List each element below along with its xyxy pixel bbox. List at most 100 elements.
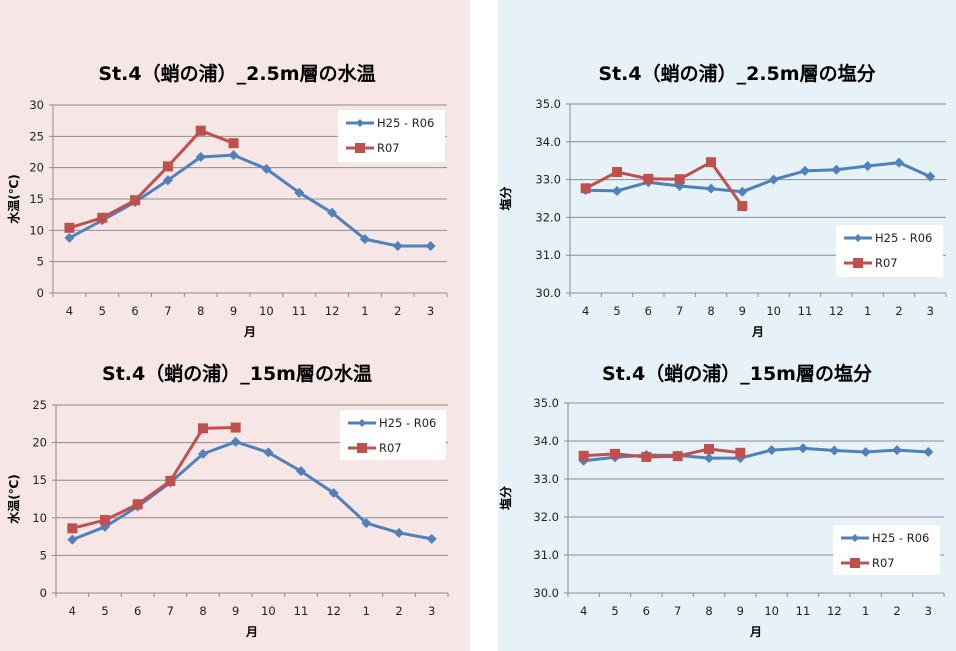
series-line [68, 129, 235, 230]
y-axis-label: 塩分 [498, 186, 513, 210]
y-tick-label: 5 [37, 255, 44, 269]
data-point-diamond [892, 445, 902, 456]
legend: H25 - R06 R07 [338, 110, 445, 162]
data-point-diamond [923, 447, 934, 458]
legend-marker-diamond [358, 419, 366, 427]
y-tick-label: 5 [40, 548, 47, 562]
x-tick-label: 2 [895, 304, 902, 318]
y-tick-label: 34.0 [533, 434, 559, 448]
x-tick-label: 9 [230, 304, 237, 318]
y-tick-label: 32.0 [535, 210, 561, 224]
data-point-diamond [798, 443, 808, 454]
legend-marker-square [355, 143, 365, 153]
x-tick-label: 7 [167, 604, 174, 618]
data-point-square [198, 423, 208, 434]
data-point-diamond [198, 448, 208, 459]
legend-label: R07 [875, 256, 898, 270]
y-tick-label: 35.0 [535, 97, 561, 111]
data-point-square [228, 138, 239, 149]
series-r07 [578, 443, 746, 462]
data-point-diamond [359, 234, 370, 245]
legend: H25 - R06 R07 [340, 410, 446, 460]
x-tick-label: 6 [645, 304, 652, 318]
x-tick-label: 8 [707, 304, 714, 318]
y-tick-label: 10 [32, 511, 47, 525]
data-point-diamond [296, 466, 306, 477]
data-point-diamond [327, 207, 338, 218]
x-tick-label: 5 [611, 604, 618, 618]
y-tick-label: 20 [32, 436, 47, 450]
data-point-square [162, 161, 173, 172]
series-r07 [67, 422, 241, 534]
y-tick-label: 33.0 [535, 173, 561, 187]
x-tick-label: 11 [292, 304, 307, 318]
data-point-diamond [230, 436, 241, 447]
y-tick-label: 20 [29, 161, 44, 175]
data-point-square [672, 451, 683, 462]
y-tick-label: 0 [40, 586, 47, 600]
x-tick-label: 10 [259, 304, 274, 318]
data-point-square [704, 443, 714, 454]
data-point-diamond [737, 186, 748, 197]
legend-marker-square [853, 258, 863, 268]
x-tick-label: 2 [395, 604, 402, 618]
data-point-diamond [228, 150, 239, 161]
x-tick-label: 11 [294, 604, 309, 618]
data-point-square [706, 157, 716, 168]
legend: H25 - R06 R07 [833, 525, 940, 575]
legend-marker-diamond [854, 234, 862, 242]
x-axis-label: 月 [245, 625, 258, 639]
data-point-square [612, 167, 622, 178]
x-tick-label: 11 [798, 304, 813, 318]
y-tick-label: 15 [32, 473, 47, 487]
y-axis-label: 水温(℃) [6, 174, 21, 224]
x-tick-label: 6 [131, 304, 138, 318]
x-tick-label: 5 [613, 304, 620, 318]
x-tick-label: 9 [737, 604, 744, 618]
y-axis-label: 水温(℃) [6, 474, 21, 524]
data-point-square [230, 422, 241, 433]
x-tick-label: 4 [69, 604, 76, 618]
series-line [68, 153, 431, 248]
data-point-diamond [800, 165, 810, 176]
x-tick-label: 1 [862, 604, 869, 618]
data-point-diamond [426, 533, 437, 544]
y-tick-label: 15 [29, 192, 44, 206]
legend-label: R07 [872, 556, 895, 570]
data-point-diamond [894, 157, 904, 168]
x-tick-label: 12 [829, 304, 844, 318]
data-point-diamond [704, 453, 714, 464]
x-tick-label: 3 [927, 304, 934, 318]
data-point-diamond [425, 241, 436, 251]
data-point-diamond [162, 175, 173, 186]
y-tick-label: 0 [37, 286, 44, 300]
x-tick-label: 10 [764, 604, 779, 618]
x-tick-label: 7 [676, 304, 683, 318]
legend-marker-diamond [356, 119, 364, 127]
x-tick-label: 2 [394, 304, 401, 318]
chart-title: St.4（蛸の浦）_15m層の水温 [102, 362, 372, 385]
data-point-diamond [706, 183, 716, 194]
legend-box [338, 110, 445, 162]
data-point-square [130, 195, 141, 206]
x-tick-label: 3 [428, 604, 435, 618]
data-point-diamond [394, 527, 404, 538]
data-point-square [737, 201, 748, 212]
data-point-diamond [361, 518, 372, 529]
data-point-diamond [860, 447, 871, 458]
series-h25-r06 [64, 150, 436, 251]
x-tick-label: 7 [674, 604, 681, 618]
data-point-square [132, 499, 143, 510]
x-tick-label: 1 [363, 604, 370, 618]
x-tick-label: 2 [893, 604, 900, 618]
legend-label: R07 [379, 441, 402, 455]
y-tick-label: 30.0 [533, 586, 559, 600]
data-point-diamond [829, 445, 840, 456]
data-point-diamond [294, 187, 305, 198]
y-tick-label: 10 [29, 223, 44, 237]
y-tick-label: 30.0 [535, 286, 561, 300]
legend-box [836, 225, 943, 277]
x-tick-label: 6 [134, 604, 141, 618]
y-tick-label: 34.0 [535, 135, 561, 149]
